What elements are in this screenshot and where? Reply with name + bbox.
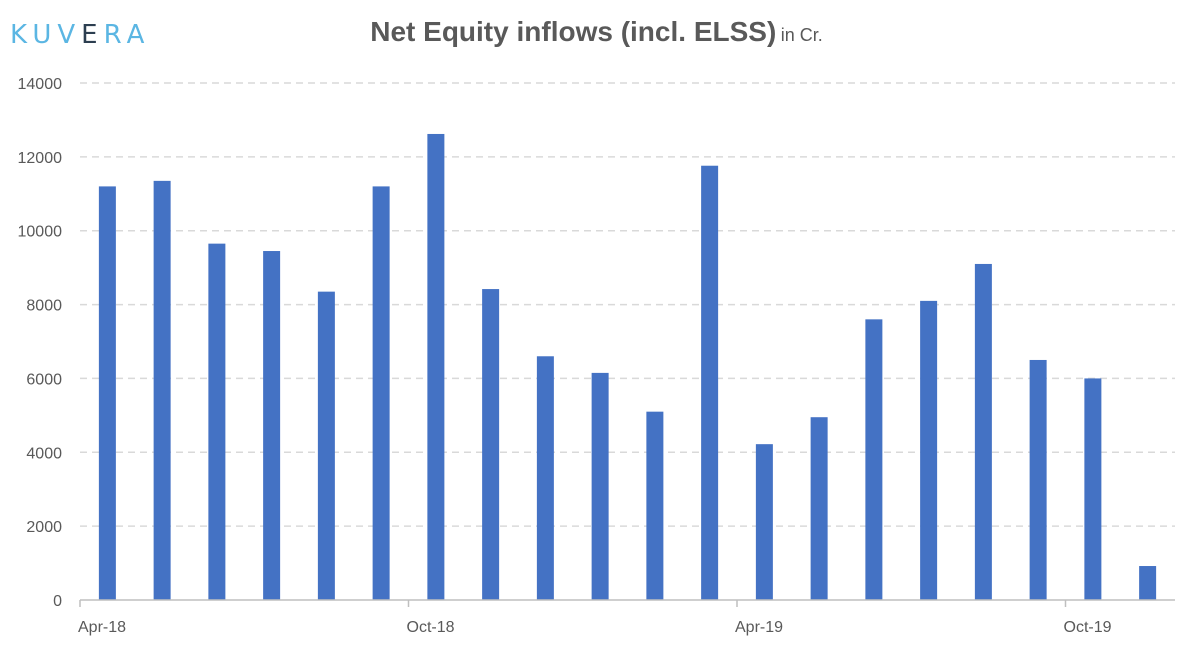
bar-Sep-18	[372, 186, 390, 600]
gridlines	[80, 82, 1175, 527]
bar-Aug-19	[974, 263, 992, 600]
y-tick-label: 8000	[26, 298, 62, 315]
bar-Jun-19	[865, 319, 883, 600]
bar-Jul-18	[263, 251, 281, 600]
bar-Nov-19	[1139, 566, 1157, 600]
logo-text-part-2: E	[81, 20, 104, 50]
x-tick-label: Oct-18	[407, 619, 455, 636]
bars	[98, 133, 1157, 600]
bar-Dec-18	[536, 356, 554, 600]
bar-Apr-19	[755, 444, 773, 600]
logo-text-part-1: KUV	[10, 20, 82, 50]
chart-title: Net Equity inflows (incl. ELSS) in Cr.	[0, 16, 1193, 48]
y-tick-label: 12000	[18, 150, 63, 167]
x-axis-tick-labels: Apr-18 Oct-18 Apr-19 Oct-19	[78, 619, 1112, 636]
bar-Aug-18	[317, 291, 335, 600]
bar-Oct-18	[427, 133, 445, 600]
bar-Mar-19	[701, 165, 719, 600]
x-tick-label: Oct-19	[1064, 619, 1112, 636]
y-tick-label: 4000	[26, 445, 62, 462]
x-tick-label: Apr-18	[78, 619, 126, 636]
bar-May-18	[153, 180, 171, 600]
bar-Jun-18	[208, 243, 226, 600]
chart-title-main: Net Equity inflows (incl. ELSS)	[370, 16, 777, 47]
bar-Oct-19	[1084, 378, 1102, 600]
y-tick-label: 14000	[18, 76, 63, 93]
bar-Apr-18	[98, 186, 116, 600]
x-tick-label: Apr-19	[735, 619, 783, 636]
x-axis	[79, 599, 1175, 607]
bar-May-19	[810, 417, 828, 600]
y-tick-label: 6000	[26, 371, 62, 388]
chart-title-unit: in Cr.	[780, 25, 823, 45]
bar-Feb-19	[646, 411, 664, 600]
bar-Jul-19	[920, 300, 938, 600]
y-tick-label: 10000	[18, 224, 63, 241]
bar-Jan-19	[591, 372, 609, 600]
y-tick-label: 0	[53, 593, 62, 610]
y-tick-label: 2000	[26, 519, 62, 536]
kuvera-logo: KUVERA	[10, 20, 150, 50]
logo-text-part-3: RA	[103, 20, 151, 50]
bar-Nov-18	[482, 289, 500, 600]
bar-Sep-19	[1029, 359, 1047, 600]
y-axis-tick-labels: 0 2000 4000 6000 8000 10000 12000 14000	[18, 76, 63, 610]
